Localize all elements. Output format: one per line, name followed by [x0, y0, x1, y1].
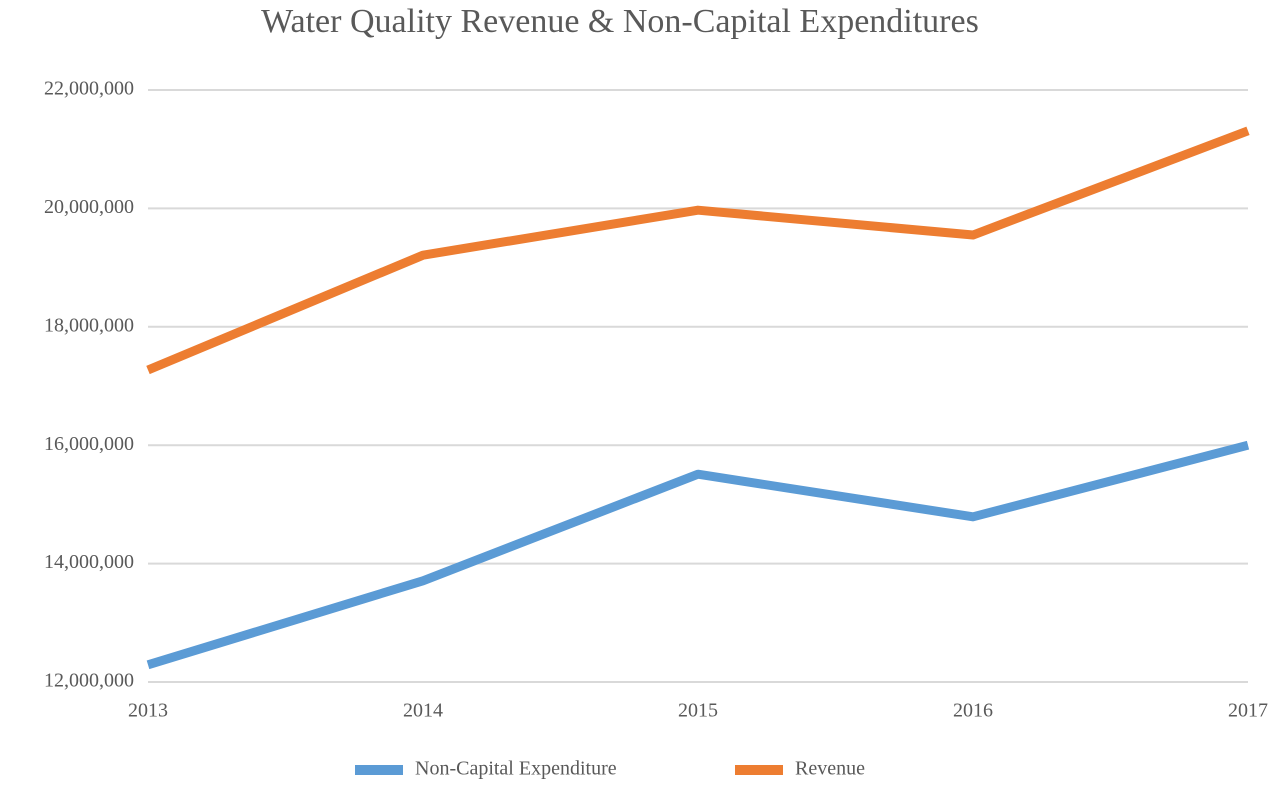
y-tick-label: 20,000,000 — [44, 196, 134, 218]
x-tick-label: 2013 — [128, 700, 168, 722]
series-line — [146, 126, 1250, 375]
legend-swatch — [735, 765, 783, 775]
y-tick-label: 16,000,000 — [44, 433, 134, 455]
x-tick-label: 2017 — [1228, 700, 1268, 722]
chart-title: Water Quality Revenue & Non-Capital Expe… — [261, 3, 979, 40]
y-tick-label: 22,000,000 — [44, 78, 134, 100]
x-tick-label: 2016 — [953, 700, 993, 722]
legend-label: Revenue — [795, 758, 865, 780]
legend-label: Non-Capital Expenditure — [415, 758, 617, 780]
x-tick-label: 2015 — [678, 700, 718, 722]
y-tick-label: 18,000,000 — [44, 314, 134, 336]
y-tick-label: 12,000,000 — [44, 670, 134, 692]
y-tick-label: 14,000,000 — [44, 551, 134, 573]
x-tick-label: 2014 — [403, 700, 443, 722]
legend-swatch — [355, 765, 403, 775]
series-line — [146, 440, 1250, 670]
